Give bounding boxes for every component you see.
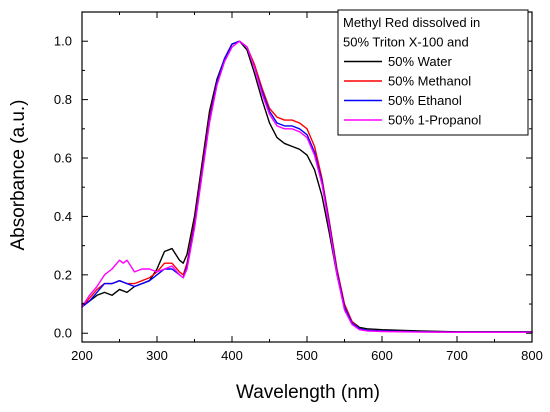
- legend-box: [337, 9, 529, 136]
- y-tick-label: 0.8: [54, 92, 72, 107]
- y-tick-label: 0.4: [54, 209, 72, 224]
- x-tick-label: 800: [521, 348, 543, 363]
- y-tick-label: 0.0: [54, 326, 72, 341]
- x-tick-label: 600: [371, 348, 393, 363]
- y-tick-label: 0.2: [54, 267, 72, 282]
- x-tick-label: 700: [446, 348, 468, 363]
- y-axis-title: Absorbance (a.u.): [8, 99, 29, 250]
- legend-entry-label: 50% Methanol: [388, 74, 471, 89]
- y-tick-label: 0.6: [54, 151, 72, 166]
- axes-layer: 200 300 400 500 600 700 800 0.0 0.2 0.4 0.6 0.8 1.0: [54, 11, 543, 363]
- legend: Methyl Red dissolved in 50% Triton X-100 …: [337, 9, 529, 136]
- legend-entry-label: 50% 1-Propanol: [388, 113, 481, 128]
- x-tick-label: 300: [146, 348, 168, 363]
- legend-entry-label: 50% Water: [388, 54, 452, 69]
- y-tick-label: 1.0: [54, 34, 72, 49]
- x-tick-label: 500: [296, 348, 318, 363]
- legend-title-line: Methyl Red dissolved in: [343, 15, 480, 30]
- x-axis-title: Wavelength (nm): [236, 382, 380, 403]
- legend-title-line: 50% Triton X-100 and: [343, 35, 469, 50]
- x-tick-label: 200: [71, 348, 93, 363]
- series-layer: [81, 40, 533, 334]
- legend-entry-label: 50% Ethanol: [388, 93, 462, 108]
- x-tick-label: 400: [221, 348, 243, 363]
- series-line-4: [81, 40, 533, 334]
